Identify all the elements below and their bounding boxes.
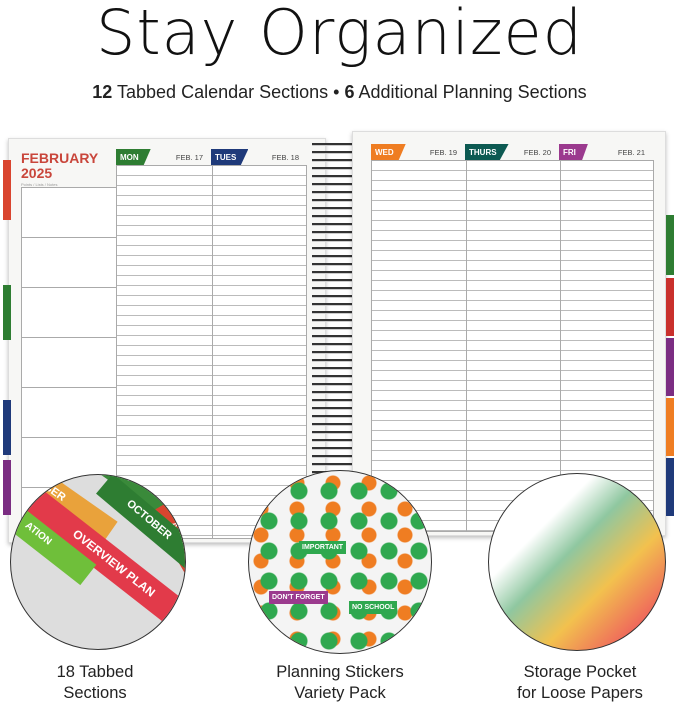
page-title: Stay Organized <box>95 0 584 69</box>
sticker-important: IMPORTANT <box>299 541 347 554</box>
day-header-tues: TUES FEB. 18 <box>211 149 307 165</box>
feature-caption-pocket: Storage Pocket for Loose Papers <box>517 663 643 702</box>
section-count: 6 <box>344 82 355 102</box>
tab-february[interactable] <box>3 160 11 220</box>
tab-purple[interactable] <box>3 460 11 515</box>
day-header-mon: MON FEB. 17 <box>116 149 211 165</box>
tab-april[interactable] <box>666 278 674 336</box>
feature-caption-stickers: Planning Stickers Variety Pack <box>276 663 404 702</box>
tabs-closeup-image: BER MARCH APRIL OCTOBER OVERVIEW PLAN AT… <box>10 474 186 650</box>
pocket-closeup-image <box>488 473 666 651</box>
tab-green[interactable] <box>3 285 11 340</box>
subtitle-text-1: Tabbed Calendar Sections <box>117 82 329 102</box>
stickers-closeup-image: IMPORTANT DON'T FORGET NO SCHOOL <box>248 470 432 654</box>
day-header-wed: WED FEB. 19 <box>371 144 465 160</box>
tab-march[interactable] <box>666 215 674 275</box>
tab-june[interactable] <box>666 398 674 456</box>
sticker-no-school: NO SCHOOL <box>349 601 398 614</box>
planner-right-page: WED FEB. 19 THURS FEB. 20 FRI FEB. 21 <box>352 131 666 536</box>
tab-july[interactable] <box>666 458 674 516</box>
day-header-fri: FRI FEB. 21 <box>559 144 653 160</box>
day-columns-right <box>371 160 654 532</box>
sticker-dont-forget: DON'T FORGET <box>269 591 328 604</box>
tab-blue[interactable] <box>3 400 11 455</box>
tab-count: 12 <box>92 82 113 102</box>
notes-label: Points / Lists / Notes <box>21 182 58 187</box>
subtitle-text-2: Additional Planning Sections <box>358 82 587 102</box>
separator: • <box>333 82 340 102</box>
feature-caption-tabs: 18 Tabbed Sections <box>56 663 134 702</box>
day-header-thurs: THURS FEB. 20 <box>465 144 559 160</box>
month-heading: FEBRUARY 2025 <box>21 150 99 181</box>
subtitle: 12 Tabbed Calendar Sections • 6 Addition… <box>0 82 679 103</box>
tab-may[interactable] <box>666 338 674 396</box>
